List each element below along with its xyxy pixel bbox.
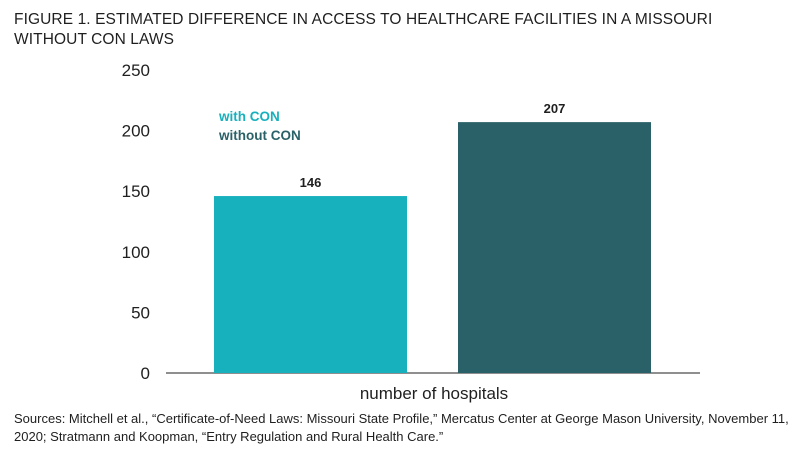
y-tick-label-150: 150 <box>122 182 150 201</box>
legend: with CON without CON <box>218 109 301 143</box>
legend-item-without-con: without CON <box>218 128 301 143</box>
y-tick-label-100: 100 <box>122 243 150 262</box>
bars <box>214 122 651 373</box>
y-tick-label-200: 200 <box>122 122 150 141</box>
chart-title: FIGURE 1. ESTIMATED DIFFERENCE IN ACCESS… <box>14 11 713 48</box>
y-tick-label-0: 0 <box>141 364 150 383</box>
y-axis-ticks: 0 50 100 150 200 250 <box>122 61 150 383</box>
source-note: Sources: Mitchell et al., “Certificate-o… <box>14 411 789 444</box>
x-axis-label: number of hospitals <box>360 384 508 403</box>
legend-item-with-con: with CON <box>218 109 280 124</box>
y-tick-label-250: 250 <box>122 61 150 80</box>
y-tick-label-50: 50 <box>131 303 150 322</box>
data-label-without-con: 207 <box>544 101 566 116</box>
data-label-with-con: 146 <box>300 175 322 190</box>
bar-without-con <box>458 122 651 373</box>
bar-with-con <box>214 196 407 373</box>
data-labels: 146 207 <box>300 101 566 190</box>
